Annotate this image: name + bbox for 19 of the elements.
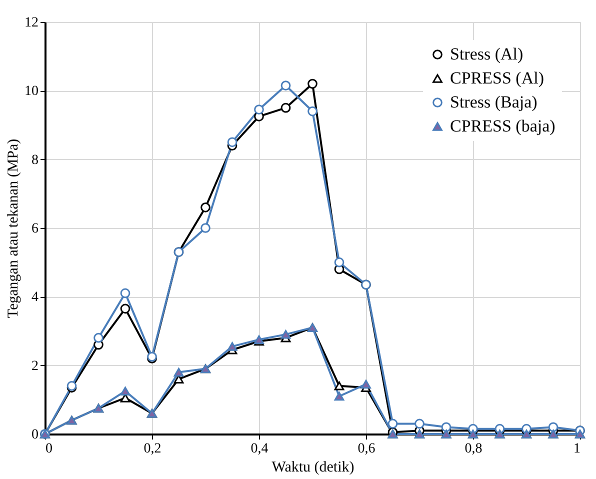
- x-tick-label: 0,6: [358, 442, 376, 456]
- y-tick-label: 6: [32, 222, 38, 236]
- legend-label: CPRESS (baja): [450, 116, 556, 136]
- y-axis-title: Tegangan atau tekanan (MPa): [6, 138, 22, 318]
- x-tick-label: 1: [574, 442, 580, 456]
- x-tick-label: 0,4: [250, 442, 268, 456]
- y-tick-label: 8: [32, 152, 38, 168]
- x-tick-label: 0,8: [464, 442, 482, 456]
- legend-label: Stress (Baja): [450, 92, 538, 112]
- x-tick-label: 0,2: [144, 442, 162, 456]
- y-tick-label: 10: [24, 84, 38, 100]
- y-tick-label: 0: [32, 428, 38, 442]
- y-tick-label: 12: [24, 16, 38, 30]
- legend-label: Stress (Al): [450, 44, 524, 64]
- x-axis-title: Waktu (detik): [272, 460, 354, 476]
- legend-label: CPRESS (Al): [450, 68, 544, 88]
- x-tick-label: 0: [46, 442, 52, 456]
- y-tick-label: 4: [32, 290, 38, 306]
- y-tick-label: 2: [32, 358, 38, 374]
